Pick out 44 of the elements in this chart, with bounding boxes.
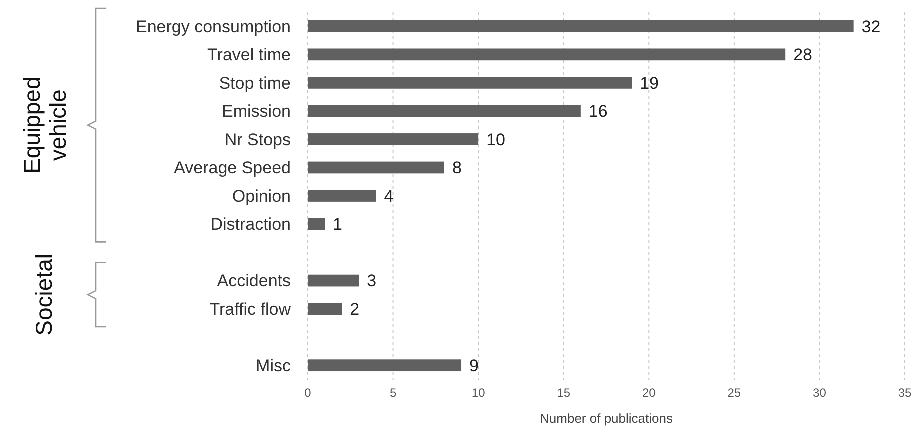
text: Societal	[31, 254, 57, 336]
y-tick-label: Nr Stops	[224, 130, 291, 150]
x-tick-label: 25	[728, 386, 742, 400]
data-label: 28	[794, 46, 813, 65]
bar	[308, 190, 376, 202]
y-tick-label: Misc	[256, 356, 292, 376]
data-label: 9	[470, 356, 479, 376]
bar	[308, 360, 462, 372]
data-label: 2	[350, 300, 360, 320]
x-axis-title: Number of publications	[540, 411, 674, 426]
y-tick-label: Opinion	[232, 186, 291, 206]
y-tick-label: Distraction	[210, 215, 291, 234]
y-tick-label: Stop time	[219, 74, 291, 93]
y-tick-label: Emission	[222, 102, 291, 122]
data-label: 19	[640, 74, 660, 93]
x-tick-label: 35	[898, 386, 912, 400]
y-tick-label: Travel time	[208, 46, 291, 65]
data-label: 8	[452, 158, 462, 178]
bar	[308, 105, 581, 118]
bar	[308, 48, 786, 61]
x-tick-label: 5	[390, 386, 397, 400]
bar	[308, 162, 444, 174]
text: Equipped vehicle	[19, 76, 71, 174]
data-label: 4	[384, 186, 394, 206]
data-label: 32	[862, 17, 881, 36]
y-tick-label: Average Speed	[174, 158, 291, 178]
y-tick-label: Accidents	[217, 272, 291, 291]
bar	[308, 274, 360, 287]
y-tick-label: Traffic flow	[210, 300, 292, 320]
x-tick-label: 15	[557, 386, 571, 400]
bar	[308, 218, 326, 230]
bar	[308, 20, 854, 32]
x-tick-label: 0	[304, 386, 312, 400]
bar	[308, 77, 632, 89]
data-label: 10	[486, 130, 506, 150]
x-tick-label: 30	[813, 386, 827, 400]
bar	[308, 303, 342, 315]
bar	[308, 134, 479, 146]
data-label: 1	[333, 215, 343, 234]
y-tick-label: Energy consumption	[136, 17, 291, 36]
x-tick-label: 10	[472, 386, 486, 400]
data-label: 3	[367, 272, 377, 291]
x-tick-label: 20	[642, 386, 656, 400]
data-label: 16	[588, 102, 608, 122]
